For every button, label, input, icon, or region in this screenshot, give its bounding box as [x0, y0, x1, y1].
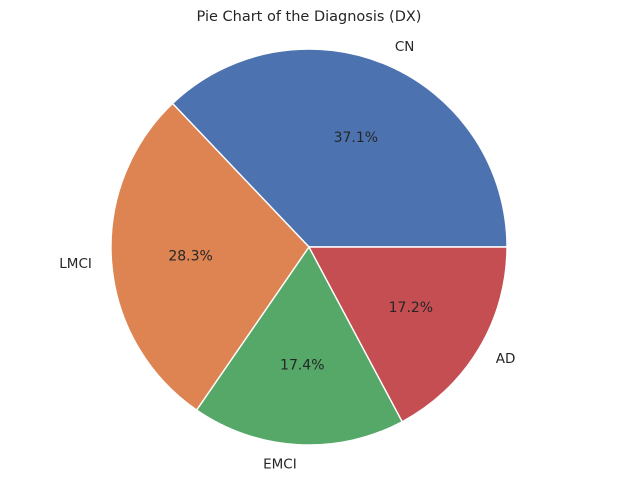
pie-slice-cn: [171, 48, 508, 248]
pie-slice-lmci: [110, 102, 310, 412]
chart-title: Pie Chart of the Diagnosis (DX): [197, 9, 422, 25]
pie-slices: [110, 48, 508, 446]
percent-label-emci: 17.4%: [280, 358, 324, 374]
slice-label-emci: EMCI: [263, 456, 297, 472]
slice-label-cn: CN: [395, 39, 415, 55]
slice-label-lmci: LMCI: [59, 256, 92, 272]
pie-slice-emci: [195, 245, 404, 446]
percent-label-lmci: 28.3%: [168, 248, 212, 264]
pie-labels: CN 37.1% LMCI 28.3% EMCI 17.4% AD 17.2%: [59, 39, 515, 473]
slice-label-ad: AD: [496, 351, 516, 367]
pie-slice-ad: [307, 246, 508, 423]
percent-label-ad: 17.2%: [389, 300, 433, 316]
percent-label-cn: 37.1%: [334, 130, 378, 146]
